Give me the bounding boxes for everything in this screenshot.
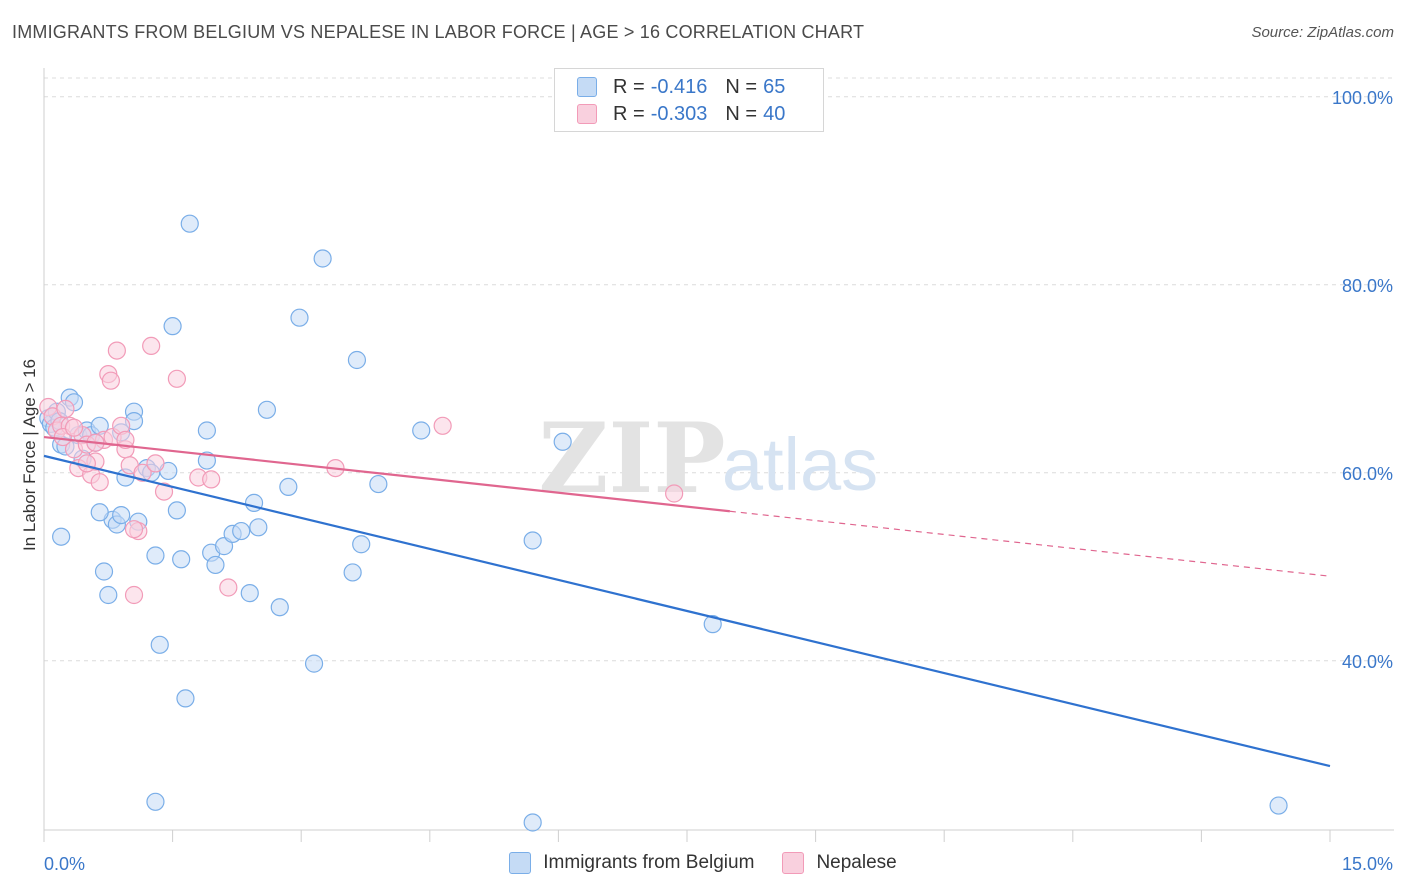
data-point-belgium xyxy=(167,501,186,520)
data-point-nepalese xyxy=(665,484,684,503)
x-tick-label: 15.0% xyxy=(1342,854,1393,874)
data-point-belgium xyxy=(146,792,165,811)
series-nepalese-points xyxy=(39,336,684,605)
legend-n-label: N = xyxy=(725,102,758,125)
data-point-nepalese xyxy=(142,336,161,355)
watermark-atlas: atlas xyxy=(722,423,878,506)
y-tick-label: 100.0% xyxy=(1332,88,1393,108)
data-point-belgium xyxy=(369,474,388,494)
data-point-nepalese xyxy=(167,369,186,388)
data-point-nepalese xyxy=(433,416,452,435)
stats-legend: R = -0.416 N = 65 R = -0.303 N = 40 xyxy=(554,68,824,132)
legend-n-value: 40 xyxy=(763,102,786,125)
data-point-belgium xyxy=(180,214,199,233)
legend-swatch-blue xyxy=(509,852,532,874)
data-point-belgium xyxy=(52,527,71,546)
data-point-nepalese xyxy=(146,454,165,473)
data-point-nepalese xyxy=(202,470,221,489)
series-belgium-points xyxy=(39,214,1288,832)
chart-title: IMMIGRANTS FROM BELGIUM VS NEPALESE IN L… xyxy=(12,22,865,42)
data-point-nepalese xyxy=(133,463,152,482)
tick-labels: 40.0% 60.0% 80.0% 100.0% 0.0% 15.0% xyxy=(44,88,1393,874)
data-point-belgium xyxy=(343,563,362,582)
watermark: ZIP atlas xyxy=(538,402,878,515)
data-point-belgium xyxy=(523,813,542,832)
data-point-nepalese xyxy=(124,520,144,539)
y-axis-label: In Labor Force | Age > 16 xyxy=(20,358,39,552)
data-point-belgium xyxy=(172,550,191,569)
grid-lines xyxy=(44,77,1394,662)
x-tick-label: 0.0% xyxy=(44,854,85,874)
data-point-belgium xyxy=(523,531,542,550)
data-point-belgium xyxy=(94,562,114,581)
data-point-belgium xyxy=(352,535,371,554)
data-point-belgium xyxy=(197,451,216,470)
legend-item-nepalese: Nepalese xyxy=(782,852,897,874)
trend-line-belgium xyxy=(43,454,1331,768)
data-point-belgium xyxy=(249,518,268,537)
axes xyxy=(43,68,1394,842)
data-point-belgium xyxy=(232,521,251,541)
data-point-nepalese xyxy=(116,430,135,449)
legend-swatch-blue xyxy=(577,77,597,97)
legend-swatch-pink xyxy=(577,104,597,124)
data-point-nepalese xyxy=(219,578,238,597)
data-point-nepalese xyxy=(101,371,120,390)
data-point-belgium xyxy=(197,421,216,440)
data-point-belgium xyxy=(304,654,324,673)
legend-r-value: -0.416 xyxy=(650,75,708,98)
legend-r-value: -0.303 xyxy=(650,102,708,125)
y-tick-label: 60.0% xyxy=(1342,464,1393,484)
y-tick-label: 80.0% xyxy=(1342,276,1393,296)
source-label: Source: ZipAtlas.com xyxy=(1251,24,1394,41)
legend-r-label: R = xyxy=(613,102,645,125)
data-point-belgium xyxy=(290,308,309,327)
data-point-belgium xyxy=(313,249,332,268)
trend-line-nepalese-dashed xyxy=(729,510,1331,577)
data-point-belgium xyxy=(703,615,722,634)
trend-lines xyxy=(43,435,1331,768)
series-legend: Immigrants from Belgium Nepalese xyxy=(0,852,1406,874)
legend-row-belgium: R = -0.416 N = 65 xyxy=(577,74,785,100)
data-point-belgium xyxy=(412,421,431,440)
data-point-belgium xyxy=(90,503,109,522)
data-point-belgium xyxy=(150,635,169,654)
data-point-belgium xyxy=(270,598,289,617)
data-point-belgium xyxy=(176,689,195,708)
data-point-belgium xyxy=(257,400,277,419)
legend-swatch-pink xyxy=(782,852,805,874)
legend-row-nepalese: R = -0.303 N = 40 xyxy=(577,101,785,127)
data-point-belgium xyxy=(279,477,298,496)
data-point-belgium xyxy=(553,432,572,451)
data-point-belgium xyxy=(163,317,182,336)
data-point-belgium xyxy=(206,555,225,575)
data-point-nepalese xyxy=(90,473,109,492)
data-point-belgium xyxy=(347,350,367,370)
legend-item-belgium: Immigrants from Belgium xyxy=(509,852,754,874)
watermark-zip: ZIP xyxy=(538,402,725,515)
legend-label-belgium: Immigrants from Belgium xyxy=(543,852,755,873)
legend-n-label: N = xyxy=(725,75,758,98)
data-point-belgium xyxy=(146,546,165,565)
data-point-belgium xyxy=(99,585,118,605)
legend-r-label: R = xyxy=(613,75,645,98)
legend-label-nepalese: Nepalese xyxy=(816,852,897,873)
data-point-nepalese xyxy=(154,482,174,501)
data-point-belgium xyxy=(1269,796,1288,815)
data-point-nepalese xyxy=(124,585,144,605)
data-point-belgium xyxy=(112,505,131,525)
data-point-nepalese xyxy=(77,454,96,473)
legend-n-value: 65 xyxy=(763,75,786,98)
data-point-nepalese xyxy=(56,399,75,418)
data-point-nepalese xyxy=(107,341,126,360)
trend-line-nepalese xyxy=(43,435,730,513)
data-point-belgium xyxy=(240,584,259,603)
data-point-nepalese xyxy=(64,418,84,437)
y-tick-label: 40.0% xyxy=(1342,652,1393,672)
